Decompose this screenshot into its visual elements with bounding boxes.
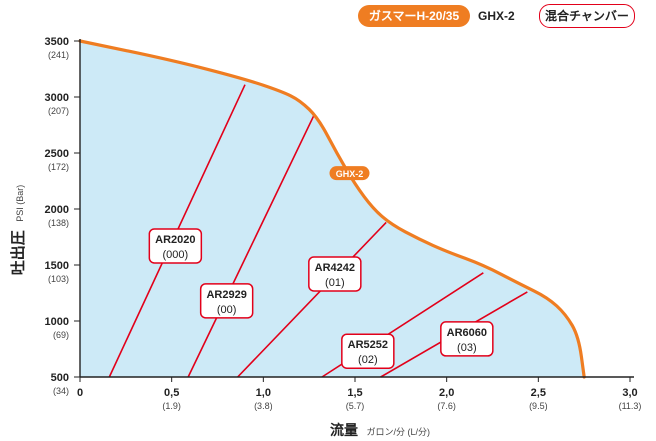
chamber-label-code: (00)	[217, 304, 237, 316]
x-tick-sublabel: (1.9)	[162, 401, 181, 411]
y-tick-sublabel: (69)	[53, 330, 69, 340]
chamber-label-name: AR2929	[206, 289, 246, 301]
legend-mixing-chamber: 混合チャンバー	[539, 4, 635, 28]
y-tick-sublabel: (207)	[48, 106, 69, 116]
chamber-label-box	[308, 256, 362, 292]
chamber-line-ar2929	[187, 113, 316, 378]
y-tick-label: 1500	[45, 260, 69, 272]
x-tick-label: 3,0	[622, 387, 637, 399]
chamber-label-name: AR4242	[315, 262, 355, 274]
x-tick-label: 0,5	[164, 387, 179, 399]
chamber-line-ar4242	[237, 221, 387, 378]
x-axis-label: 流量	[330, 422, 359, 438]
y-tick-sublabel: (138)	[48, 218, 69, 228]
chamber-label-name: AR5252	[348, 339, 388, 351]
y-tick-label: 1000	[45, 316, 69, 328]
x-tick-label: 2,5	[531, 387, 546, 399]
legend-gas-booster: ガスマーH-20/35	[358, 5, 470, 27]
y-tick-label: 2000	[45, 204, 69, 216]
y-tick-sublabel: (103)	[48, 274, 69, 284]
x-tick-label: 1,5	[347, 387, 362, 399]
chamber-label-box	[440, 321, 494, 357]
x-axis-unit: ガロン/分 (L/分)	[366, 427, 430, 437]
chamber-label-name: AR6060	[447, 327, 487, 339]
curve-label-pill	[329, 166, 370, 181]
y-tick-sublabel: (172)	[48, 162, 69, 172]
x-tick-label: 2,0	[439, 387, 454, 399]
legend-gas-booster-model: GHX-2	[478, 9, 515, 23]
x-tick-label: 1,0	[256, 387, 271, 399]
chamber-label-code: (03)	[457, 342, 477, 354]
chamber-label-name: AR2020	[155, 234, 195, 246]
chamber-label-box	[148, 228, 203, 264]
y-tick-sublabel: (34)	[53, 386, 69, 396]
chamber-label-code: (01)	[325, 277, 345, 289]
chamber-label-box	[341, 333, 395, 369]
chamber-label-box	[199, 283, 254, 319]
x-tick-sublabel: (3.8)	[254, 401, 273, 411]
envelope-fill	[80, 41, 585, 377]
y-tick-label: 2500	[45, 148, 69, 160]
curve-label-text: GHX-2	[336, 169, 364, 179]
x-tick-label: 0	[77, 387, 83, 399]
y-tick-label: 3500	[45, 36, 69, 48]
x-tick-sublabel: (11.3)	[619, 401, 642, 411]
x-axis-title: 流量 ガロン/分 (L/分)	[300, 420, 460, 438]
x-tick-sublabel: (5.7)	[346, 401, 365, 411]
chamber-label-code: (02)	[358, 354, 378, 366]
x-tick-sublabel: (7.6)	[437, 401, 456, 411]
envelope-curve	[78, 39, 586, 379]
chamber-label-code: (000)	[162, 249, 188, 261]
x-tick-sublabel: (9.5)	[529, 401, 548, 411]
y-tick-label: 500	[51, 372, 69, 384]
y-tick-sublabel: (241)	[48, 50, 69, 60]
y-tick-label: 3000	[45, 92, 69, 104]
